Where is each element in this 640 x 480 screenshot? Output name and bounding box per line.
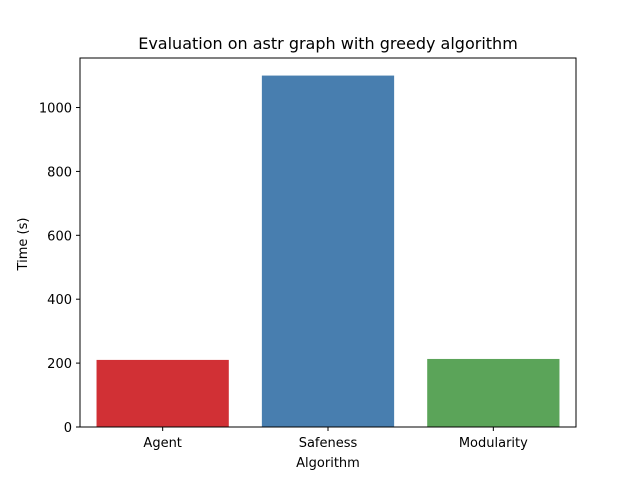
- x-tick-label: Agent: [143, 436, 181, 451]
- bar-agent: [96, 359, 229, 427]
- y-tick-label: 800: [47, 165, 72, 180]
- x-ticks-group: Agent Safeness Modularity: [143, 427, 528, 451]
- bar-modularity: [427, 358, 560, 427]
- y-tick-label: 600: [47, 229, 72, 244]
- y-tick-label: 1000: [39, 102, 72, 117]
- y-tick-label: 0: [64, 421, 72, 436]
- y-tick-label: 400: [47, 293, 72, 308]
- bar-safeness: [261, 75, 395, 428]
- x-axis-label: Algorithm: [296, 456, 360, 471]
- x-tick-label: Safeness: [299, 436, 358, 451]
- bars-group: [96, 75, 560, 428]
- x-tick-label: Modularity: [459, 436, 528, 451]
- chart-title: Evaluation on astr graph with greedy alg…: [138, 34, 518, 53]
- plot-frame: [79, 57, 577, 428]
- y-tick-label: 200: [47, 357, 72, 372]
- y-ticks-group: 0 200 400 600 800 1000: [39, 102, 80, 436]
- y-axis-label: Time (s): [16, 218, 31, 272]
